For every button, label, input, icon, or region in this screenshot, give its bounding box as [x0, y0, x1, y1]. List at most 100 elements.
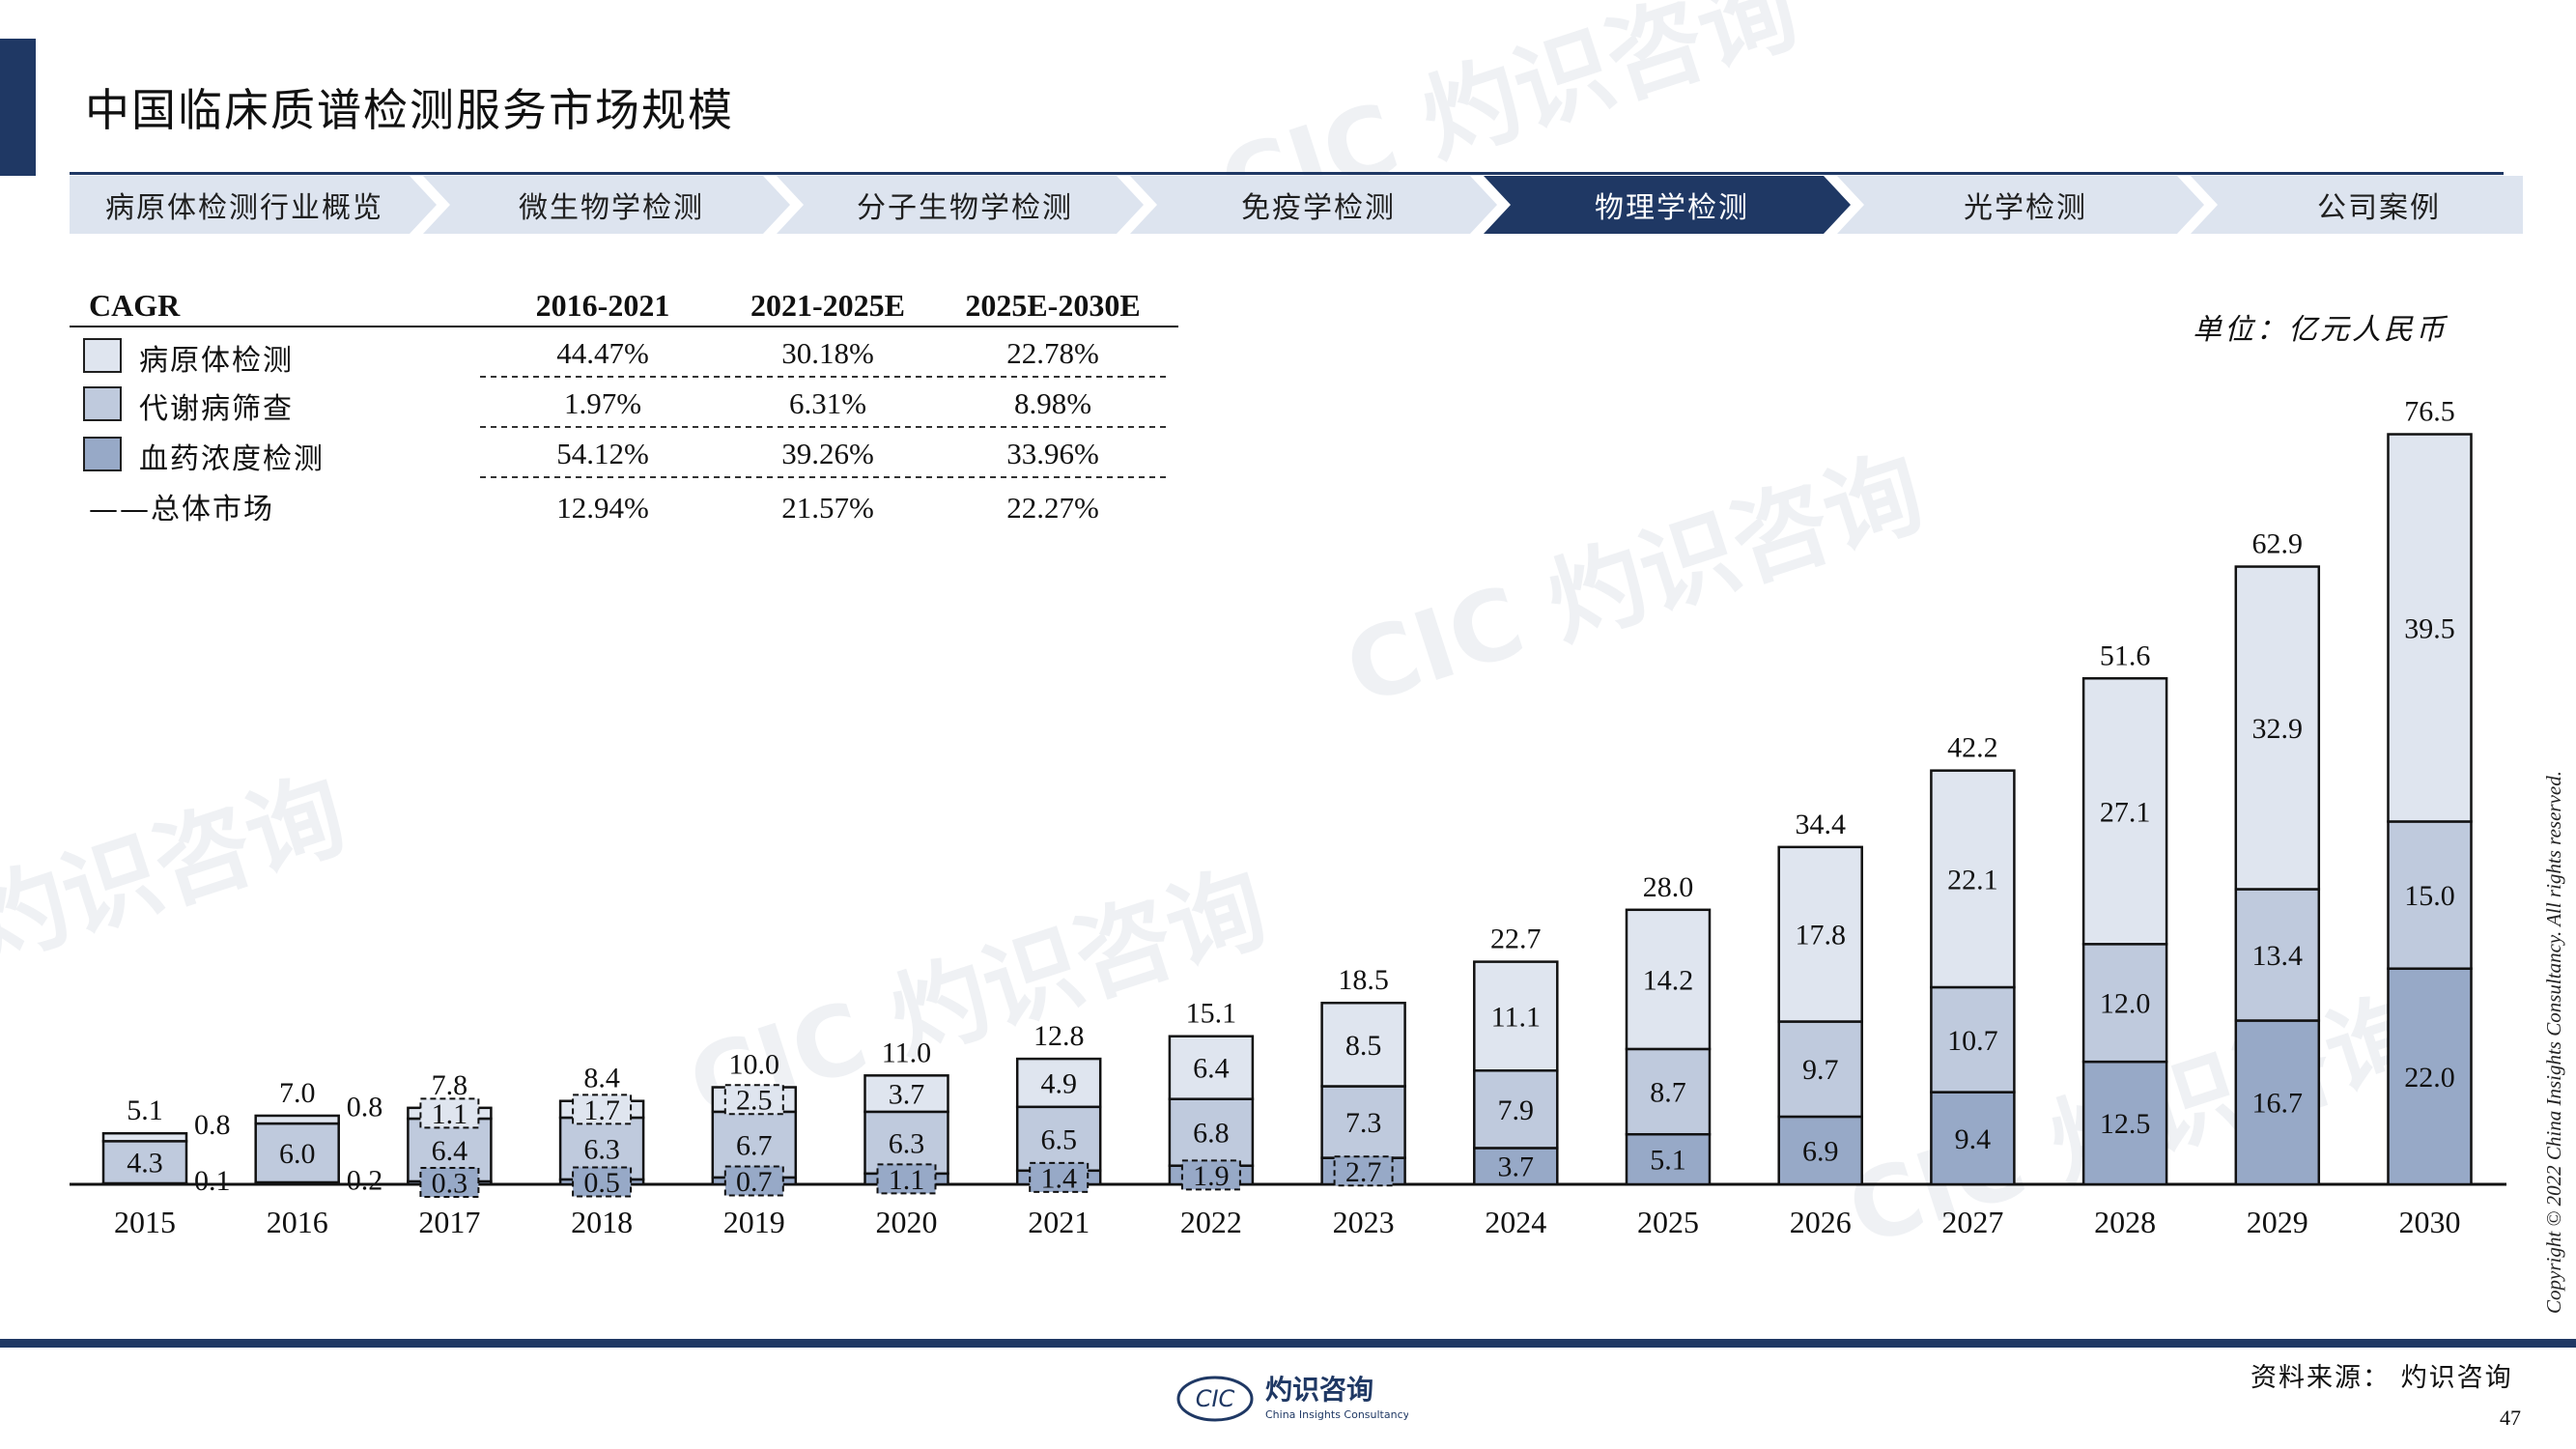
- segment-value-label: 22.0: [2404, 1062, 2455, 1094]
- cagr-value: 8.98%: [1013, 386, 1092, 420]
- tab-optics[interactable]: 光学检测: [1964, 191, 2087, 225]
- segment-value-label: 15.0: [2404, 880, 2455, 912]
- tab-pathogen-overview[interactable]: 病原体检测行业概览: [105, 191, 383, 225]
- segment-value-label: 0.2: [347, 1164, 383, 1196]
- tab-immunology[interactable]: 免疫学检测: [1241, 191, 1396, 225]
- nav-chevron: [70, 176, 437, 234]
- cagr-value: 30.18%: [781, 336, 874, 370]
- segment-value-label: 1.7: [583, 1094, 620, 1126]
- x-tick-label: 2029: [2247, 1205, 2308, 1239]
- segment-value-label: 11.1: [1491, 1001, 1541, 1033]
- segment-value-label: 16.7: [2252, 1088, 2304, 1120]
- x-tick-label: 2025: [1637, 1205, 1699, 1239]
- total-value-label: 8.4: [583, 1063, 620, 1094]
- tab-microbiology[interactable]: 微生物学检测: [519, 191, 704, 225]
- cagr-header-period: 2025E-2030E: [965, 288, 1141, 323]
- segment-label-box: [572, 1094, 633, 1125]
- bar-segment: [1015, 1057, 1102, 1109]
- total-value-label: 11.0: [882, 1037, 931, 1068]
- page-number: 47: [2500, 1406, 2521, 1430]
- nav-chevron: [1837, 176, 2204, 234]
- nav-shapes: [70, 176, 2523, 234]
- bar-segment: [1777, 845, 1863, 1023]
- bar-segment: [1777, 1020, 1863, 1119]
- segment-value-label: 9.4: [1955, 1123, 1992, 1155]
- legend-swatch-drug-level: [83, 437, 122, 471]
- nav-chevron: [1130, 176, 1497, 234]
- segment-value-label: 1.1: [432, 1098, 468, 1130]
- segment-label-box: [723, 1165, 784, 1197]
- segment-value-label: 32.9: [2252, 713, 2304, 745]
- segment-value-label: 10.7: [1947, 1025, 1998, 1057]
- bar-segment: [2387, 820, 2473, 970]
- segment-value-label: 0.7: [736, 1166, 773, 1198]
- tab-physics[interactable]: 物理学检测: [1595, 191, 1749, 225]
- bar-segment: [2234, 1019, 2321, 1186]
- x-tick-label: 2015: [114, 1205, 176, 1239]
- segment-value-label: 2.5: [736, 1085, 773, 1117]
- segment-value-label: 2.7: [1345, 1156, 1382, 1188]
- legend-swatch-metabolic: [83, 386, 122, 421]
- bar-segment: [2081, 943, 2168, 1064]
- segment-value-label: 4.3: [127, 1148, 163, 1179]
- bar-segment: [1473, 960, 1559, 1072]
- segment-value-label: 12.5: [2100, 1108, 2151, 1140]
- nav-chevron: [1484, 176, 1851, 234]
- x-tick-label: 2020: [876, 1205, 938, 1239]
- logo-subtitle: China Insights Consultancy: [1265, 1408, 1408, 1421]
- unit-label: 单位：亿元人民币: [2193, 313, 2448, 347]
- segment-value-label: 6.0: [279, 1138, 316, 1170]
- total-value-label: 7.8: [432, 1069, 468, 1101]
- segment-value-label: 6.5: [1040, 1123, 1077, 1155]
- legend-label-drug-level: 血药浓度检测: [139, 442, 325, 476]
- total-value-label: 51.6: [2100, 639, 2151, 671]
- nav-divider: [70, 172, 2504, 175]
- segment-value-label: 1.9: [1193, 1160, 1230, 1192]
- x-tick-label: 2023: [1333, 1205, 1395, 1239]
- bar-segment: [1625, 1132, 1712, 1186]
- bar-segment: [1930, 1091, 2016, 1186]
- nav-chevron: [423, 176, 790, 234]
- segment-value-label: 0.8: [347, 1092, 383, 1123]
- bar-segment: [2081, 677, 2168, 946]
- segment-value-label: 14.2: [1643, 964, 1694, 996]
- total-value-label: 76.5: [2404, 396, 2455, 428]
- total-value-label: 5.1: [127, 1094, 163, 1126]
- tab-molecular-biology[interactable]: 分子生物学检测: [857, 191, 1073, 225]
- bar-segment: [1320, 1085, 1406, 1159]
- cagr-header-period: 2021-2025E: [750, 288, 905, 323]
- segment-value-label: 6.9: [1802, 1135, 1839, 1167]
- cagr-value: 6.31%: [788, 386, 867, 420]
- segment-label-box: [419, 1097, 480, 1129]
- x-tick-label: 2026: [1790, 1205, 1852, 1239]
- nav-chevron: [2191, 176, 2523, 234]
- x-tick-label: 2018: [571, 1205, 633, 1239]
- segment-value-label: 3.7: [1498, 1151, 1535, 1183]
- legend-label-total: ——总体市场: [89, 493, 274, 526]
- bar-segment: [1625, 1047, 1712, 1136]
- cagr-value: 39.26%: [781, 437, 874, 470]
- bar-segment: [1777, 1115, 1863, 1186]
- section-nav: 病原体检测行业概览 微生物学检测 分子生物学检测 免疫学检测 物理学检测 光学检…: [70, 176, 2523, 234]
- cagr-header-label: CAGR: [89, 288, 181, 323]
- bar-segment: [1168, 1035, 1255, 1100]
- cagr-value: 22.78%: [1006, 336, 1099, 370]
- cagr-value: 54.12%: [556, 437, 649, 470]
- bar-segment: [2387, 433, 2473, 823]
- nav-chevron: [777, 176, 1144, 234]
- segment-value-label: 5.1: [1650, 1145, 1686, 1177]
- total-value-label: 7.0: [279, 1077, 316, 1109]
- copyright-text: Copyright © 2022 China Insights Consulta…: [2542, 771, 2565, 1314]
- x-tick-label: 2024: [1485, 1205, 1546, 1239]
- legend-label-pathogen: 病原体检测: [139, 344, 294, 378]
- segment-label-box: [876, 1163, 937, 1195]
- logo-mark: CIC: [1196, 1385, 1235, 1412]
- segment-value-label: 13.4: [2252, 940, 2304, 972]
- x-tick-label: 2017: [418, 1205, 480, 1239]
- cagr-value: 1.97%: [563, 386, 642, 420]
- total-value-label: 12.8: [1033, 1020, 1085, 1052]
- tab-company-cases[interactable]: 公司案例: [2317, 191, 2441, 225]
- cagr-value: 44.47%: [556, 336, 649, 370]
- segment-value-label: 3.7: [889, 1079, 925, 1111]
- x-tick-label: 2021: [1028, 1205, 1090, 1239]
